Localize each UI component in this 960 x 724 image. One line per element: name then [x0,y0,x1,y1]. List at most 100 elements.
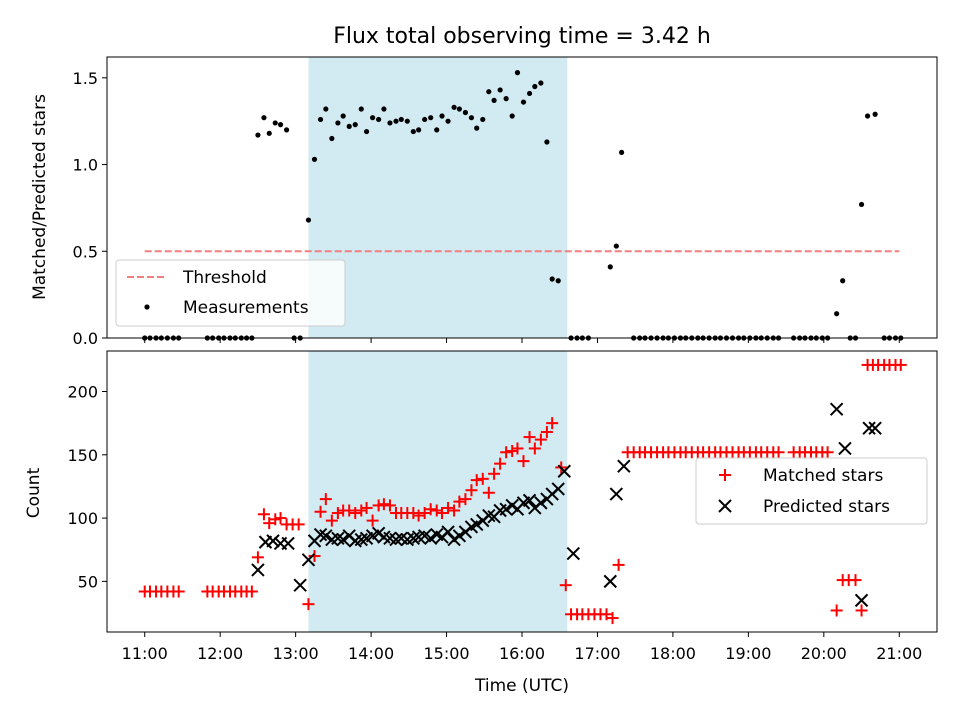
measurement-point [462,109,469,116]
measurement-point [503,96,509,102]
predicted-star-point [301,553,316,567]
predicted-star-point [313,527,328,542]
legend-measurement-label: Measurements [183,298,309,318]
measurement-point [607,264,613,270]
measurement-point [311,156,318,162]
matched-star-point [424,503,437,516]
measurement-point [266,130,272,136]
x-axis-label: Time (UTC) [474,676,569,696]
measurement-points [142,70,904,341]
matched-star-point [453,495,466,508]
measurement-point [858,201,865,208]
matched-star-point [534,433,547,446]
measurement-point [544,139,550,145]
top-y-tick-label: 1.5 [73,69,98,88]
x-tick-label: 18:00 [650,644,696,663]
predicted-star-point [406,531,421,546]
matched-star-point [482,486,495,499]
matched-star-point [606,612,619,625]
matched-star-point [319,493,332,506]
x-tick-label: 16:00 [499,644,545,663]
matched-star-point [377,498,390,511]
measurement-point [376,116,382,123]
matched-star-point [506,444,519,457]
legend-threshold-label: Threshold [182,268,267,288]
top-legend-box [115,259,346,327]
predicted-star-point [251,563,265,577]
matched-star-point [274,512,287,525]
shaded-interval-rect [308,351,568,632]
measurement-point [456,106,462,112]
matched-star-point [430,504,443,517]
measurement-point [451,104,457,110]
matched-star-point [612,558,625,571]
matched-star-point [263,517,276,530]
measurement-point [422,116,428,123]
matched-star-point [465,484,478,497]
measurement-point [864,113,871,119]
predicted-star-point [423,531,438,546]
predicted-star-point [331,531,345,546]
matched-star-point [528,442,541,455]
measurement-point [340,113,346,119]
matched-star-point [257,508,270,521]
matched-star-point [559,579,572,592]
measurement-point [410,128,416,135]
matched-star-point [540,426,553,439]
measurement-point [474,125,480,131]
bottom-x-ticks: 11:00 12:00 13:00 14:00 15:00 16:00 17:00 18:00… [122,632,922,663]
top-y-tick-label: 0.0 [73,329,98,348]
measurement-point [283,127,290,133]
predicted-star-point [470,517,484,532]
bottom-y-tick-label: 100 [67,509,98,528]
legend-matched-label: Matched stars [763,466,883,486]
predicted-star-point [441,525,455,539]
matched-star-point [308,550,321,563]
matched-star-point [412,509,425,522]
top-y-axis-label: Matched/Predicted stars [30,94,50,300]
matched-star-point [488,467,501,480]
matched-star-point [855,604,868,617]
measurement-point [526,90,533,97]
matched-star-point [830,604,843,617]
matched-star-point [292,518,305,531]
matched-star-point [470,474,483,487]
bottom-y-axis-label: Count [24,467,44,518]
x-tick-label: 20:00 [801,644,847,663]
predicted-star-point [609,487,624,501]
measurement-point [323,106,329,112]
matched-star-point [511,442,524,455]
matched-star-point [331,507,344,520]
predicted-star-point [389,532,403,547]
measurement-point [538,80,544,86]
matched-star-point [269,513,282,526]
predicted-star-point [854,593,869,608]
measurement-point [398,116,404,123]
measurement-point [346,123,352,129]
measurement-point [834,311,840,317]
predicted-star-point [293,578,307,592]
matched-star-point [355,504,368,517]
bottom-legend-box [695,457,928,525]
predicted-star-point [452,529,467,543]
top-y-ticks: 0.0 0.5 1.0 1.5 [73,69,107,348]
matched-star-point [546,417,559,430]
predicted-star-point [281,536,295,551]
measurement-point [261,115,267,121]
predicted-star-point [603,574,617,589]
legend-predicted-swatch [718,499,732,513]
x-tick-label: 11:00 [122,644,168,663]
bottom-y-ticks: 50 100 150 200 [67,383,107,591]
matched-star-point [343,504,356,517]
measurement-point [468,115,475,121]
matched-star-point [476,472,489,485]
measurement-point [404,118,410,124]
x-tick-label: 12:00 [197,644,243,663]
measurement-point [840,278,846,284]
matched-star-point [418,507,431,520]
matched-star-point [245,585,258,598]
measurement-point [509,113,515,119]
matched-star-point [494,457,507,470]
measurement-point [387,120,393,126]
